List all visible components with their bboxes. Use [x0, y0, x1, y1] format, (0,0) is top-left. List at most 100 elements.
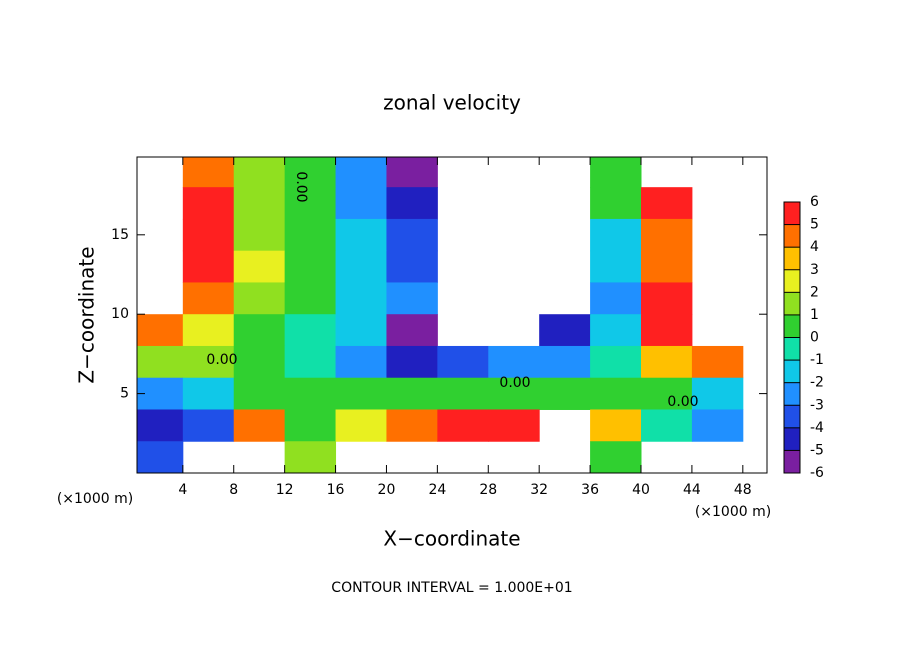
field-cell [284, 157, 337, 188]
field-cell [386, 157, 438, 188]
field-cell [641, 282, 693, 315]
field-cell [132, 187, 183, 219]
field-cell [641, 218, 693, 252]
field-cell [590, 218, 642, 252]
colorbar-label: 1 [810, 307, 819, 323]
colorbar-box [784, 337, 800, 361]
y-axis-label: Z−coordinate [75, 246, 99, 383]
field-cell [182, 409, 235, 442]
field-cell [386, 187, 438, 220]
field-cell [641, 155, 692, 187]
field-cell [692, 187, 743, 219]
field-cell [386, 218, 438, 252]
x-unit: (×1000 m) [57, 491, 133, 507]
x-tick-label: 36 [581, 482, 599, 498]
field-cell [137, 441, 184, 473]
x-tick-label: 48 [734, 482, 752, 498]
colorbar-box [784, 202, 800, 225]
x-tick-label: 16 [327, 482, 345, 498]
field-cell [641, 377, 693, 410]
field-cell [182, 282, 235, 315]
x-tick-label: 4 [178, 482, 187, 498]
field-cell [182, 157, 235, 188]
colorbar-label: -4 [810, 420, 824, 436]
y-unit: (×1000 m) [695, 504, 771, 520]
field-cell [641, 441, 692, 473]
field-cell [437, 441, 488, 473]
field-cell [233, 345, 286, 379]
x-tick-label: 20 [378, 482, 396, 498]
field-cell [234, 441, 285, 473]
field-cell [437, 345, 489, 379]
field-cell [437, 282, 488, 314]
field-cell [182, 377, 235, 410]
field-cell [437, 155, 488, 187]
field-cell [284, 314, 337, 347]
field-cell [692, 219, 743, 251]
chart-title: zonal velocity [383, 91, 521, 115]
field-cell [691, 345, 744, 379]
field-cell [641, 250, 693, 283]
x-tick-label: 8 [229, 482, 238, 498]
field-cell [233, 409, 286, 442]
field-cell [182, 187, 235, 220]
colorbar-label: 2 [810, 284, 819, 300]
field-cell [335, 157, 387, 188]
field-cell [386, 314, 438, 347]
colorbar-box [784, 292, 800, 315]
field-cell [590, 187, 642, 220]
field-cell [284, 377, 337, 410]
field-cell [437, 377, 489, 410]
field-cell [335, 250, 387, 283]
y-tick-label: 10 [111, 306, 129, 322]
field-cell [336, 441, 387, 473]
field-cell [692, 314, 743, 346]
field-cell [437, 409, 489, 442]
field-cell [284, 345, 337, 379]
field-cell [539, 282, 590, 314]
field-cell [284, 218, 337, 252]
x-tick-label: 44 [683, 482, 701, 498]
field-cell [437, 187, 488, 219]
field-cell [692, 251, 743, 283]
colorbar-box [784, 314, 800, 338]
field-cell [386, 441, 437, 473]
x-tick-label: 40 [632, 482, 650, 498]
field-cell [691, 377, 744, 410]
field-cell [284, 250, 337, 283]
field-cell [233, 157, 286, 188]
field-cell [233, 314, 286, 347]
field-cell [284, 409, 337, 442]
field-cell [691, 409, 744, 442]
field-cell [488, 282, 539, 314]
field-cell [590, 157, 642, 188]
field-cell [488, 314, 539, 346]
field-cell [182, 250, 235, 283]
field-cell [590, 345, 642, 379]
colorbar-box [784, 247, 800, 270]
x-tick-label: 24 [428, 482, 446, 498]
field-cell [488, 377, 540, 410]
field-cell [590, 250, 642, 283]
colorbar-label: -3 [810, 397, 824, 413]
field-cell [641, 409, 693, 442]
field-cell [137, 409, 184, 442]
x-tick-label: 12 [276, 482, 294, 498]
colorbar-label: 6 [810, 194, 819, 210]
contour-label: 0.00 [293, 171, 309, 202]
field-cell [488, 441, 539, 473]
field-cell [182, 345, 235, 379]
field-cell [539, 314, 591, 347]
field-cell [539, 377, 591, 410]
colorbar-label: -5 [810, 442, 824, 458]
field-cell [335, 409, 387, 442]
field-cell [132, 282, 183, 314]
contour-label: 0.00 [499, 375, 530, 391]
field-cell [183, 441, 234, 473]
field-cell [539, 409, 590, 441]
field-cell [539, 345, 591, 379]
field-cell [539, 187, 590, 219]
field-cell [488, 155, 539, 187]
colorbar-label: 5 [810, 217, 819, 233]
